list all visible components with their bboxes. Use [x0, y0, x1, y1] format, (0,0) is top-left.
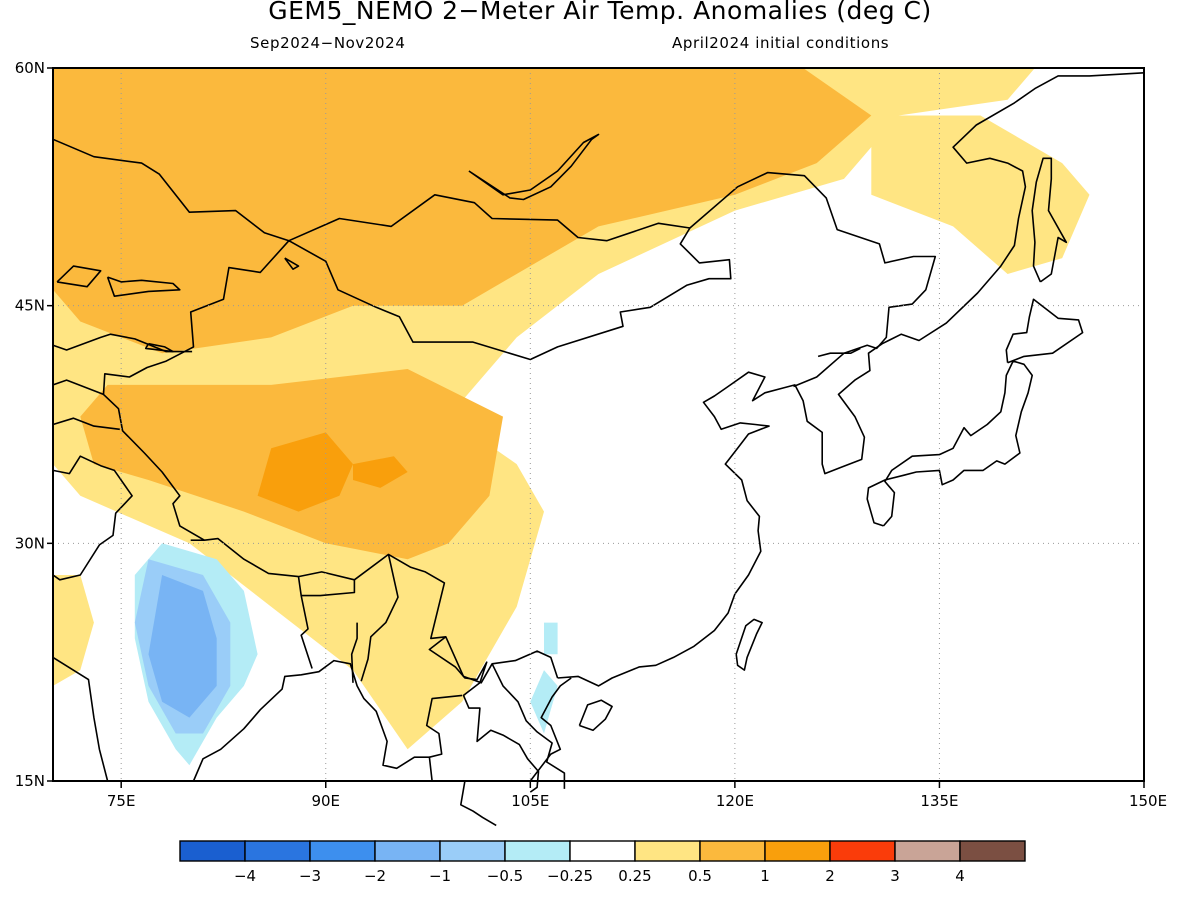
lon-tick-label: 90E: [311, 792, 340, 810]
anomaly-region: [53, 575, 94, 686]
coastline-segment: [192, 659, 433, 782]
legend-label: −4: [234, 867, 256, 885]
coastline-segment: [425, 694, 463, 758]
coastline-segment: [52, 379, 104, 396]
coastline-segment: [52, 417, 120, 431]
coastline-segment: [491, 663, 566, 789]
anomaly-region: [257, 432, 353, 512]
season-subtitle: Sep2024−Nov2024: [250, 34, 406, 52]
map-frame: [52, 67, 1145, 782]
legend-label: 4: [955, 867, 965, 885]
lat-tick-label: 45N: [15, 297, 45, 315]
legend-swatch: [179, 840, 246, 862]
anomaly-region: [530, 670, 558, 734]
legend-swatch: [504, 840, 571, 862]
lon-tick-label: 150E: [1129, 792, 1167, 810]
anomaly-region: [871, 115, 1090, 274]
initial-conditions-subtitle: April2024 initial conditions: [672, 34, 890, 52]
coastline-segment: [300, 595, 313, 669]
legend-swatch: [894, 840, 961, 862]
legend-label: −0.25: [547, 867, 593, 885]
legend-swatch: [309, 840, 376, 862]
legend-swatch: [764, 840, 831, 862]
legend-swatch: [699, 840, 766, 862]
graticule: [53, 68, 1144, 781]
coastline-segment: [288, 194, 691, 242]
legend-label: −0.5: [487, 867, 523, 885]
legend-swatch: [829, 840, 896, 862]
coastline-segment: [866, 360, 1033, 527]
anomaly-region: [544, 622, 558, 655]
legend-label: 0.5: [688, 867, 712, 885]
anomaly-region: [53, 68, 872, 354]
coastline-segment: [817, 347, 861, 358]
lat-tick-label: 30N: [15, 534, 45, 552]
coastline-segment: [1005, 298, 1084, 364]
legend-label: −2: [364, 867, 386, 885]
anomaly-shading: [53, 68, 1090, 766]
map-title: GEM5_NEMO 2−Meter Air Temp. Anomalies (d…: [268, 0, 932, 25]
legend-label: 3: [890, 867, 900, 885]
legend-swatch: [439, 840, 506, 862]
legend-swatch: [634, 840, 701, 862]
coastline-segment: [52, 138, 290, 242]
coastline-segment: [102, 171, 937, 684]
anomaly-region: [353, 456, 408, 488]
coastline-segment: [1031, 157, 1068, 283]
lat-tick-label: 15N: [15, 772, 45, 790]
legend-label: −1: [429, 867, 451, 885]
coastline-segment: [735, 618, 763, 671]
coastline-segment: [284, 257, 300, 271]
coastline-segment: [360, 554, 399, 682]
lon-tick-label: 105E: [511, 792, 549, 810]
coastline-segment: [56, 265, 102, 288]
legend-label: 1: [760, 867, 770, 885]
legend-swatch: [244, 840, 311, 862]
coastline-segment: [297, 576, 356, 597]
coastline-segment: [529, 677, 572, 782]
legend-swatch: [959, 840, 1026, 862]
legend-swatch: [569, 840, 636, 862]
lon-tick-label: 120E: [716, 792, 754, 810]
lon-tick-label: 135E: [920, 792, 958, 810]
legend-label: 0.25: [618, 867, 651, 885]
coastline-segment: [428, 636, 540, 793]
coastline-segment: [350, 622, 358, 683]
legend-label: −3: [299, 867, 321, 885]
coastline-segment: [459, 780, 497, 827]
coastline-segment: [52, 656, 109, 782]
coastline-segment: [578, 699, 613, 732]
lon-tick-label: 75E: [107, 792, 136, 810]
legend-label: 2: [825, 867, 835, 885]
coastline-segment: [468, 133, 600, 201]
coastline-segment: [106, 276, 181, 298]
color-legend: −4 −3 −2 −1 −0.5 −0.25 0.25 0.5 1 2 3 4: [179, 840, 1026, 885]
coastline-segment: [52, 455, 133, 581]
coastline-segment: [144, 342, 174, 353]
axis-ticks: 75E 90E 105E 120E 135E 150E 60N 45N 30N 15N: [15, 59, 1167, 810]
lat-tick-label: 60N: [15, 59, 45, 77]
anomaly-region: [148, 575, 217, 718]
coastline-segment: [557, 72, 1145, 687]
legend-swatch: [374, 840, 441, 862]
coastlines: [52, 72, 1145, 827]
